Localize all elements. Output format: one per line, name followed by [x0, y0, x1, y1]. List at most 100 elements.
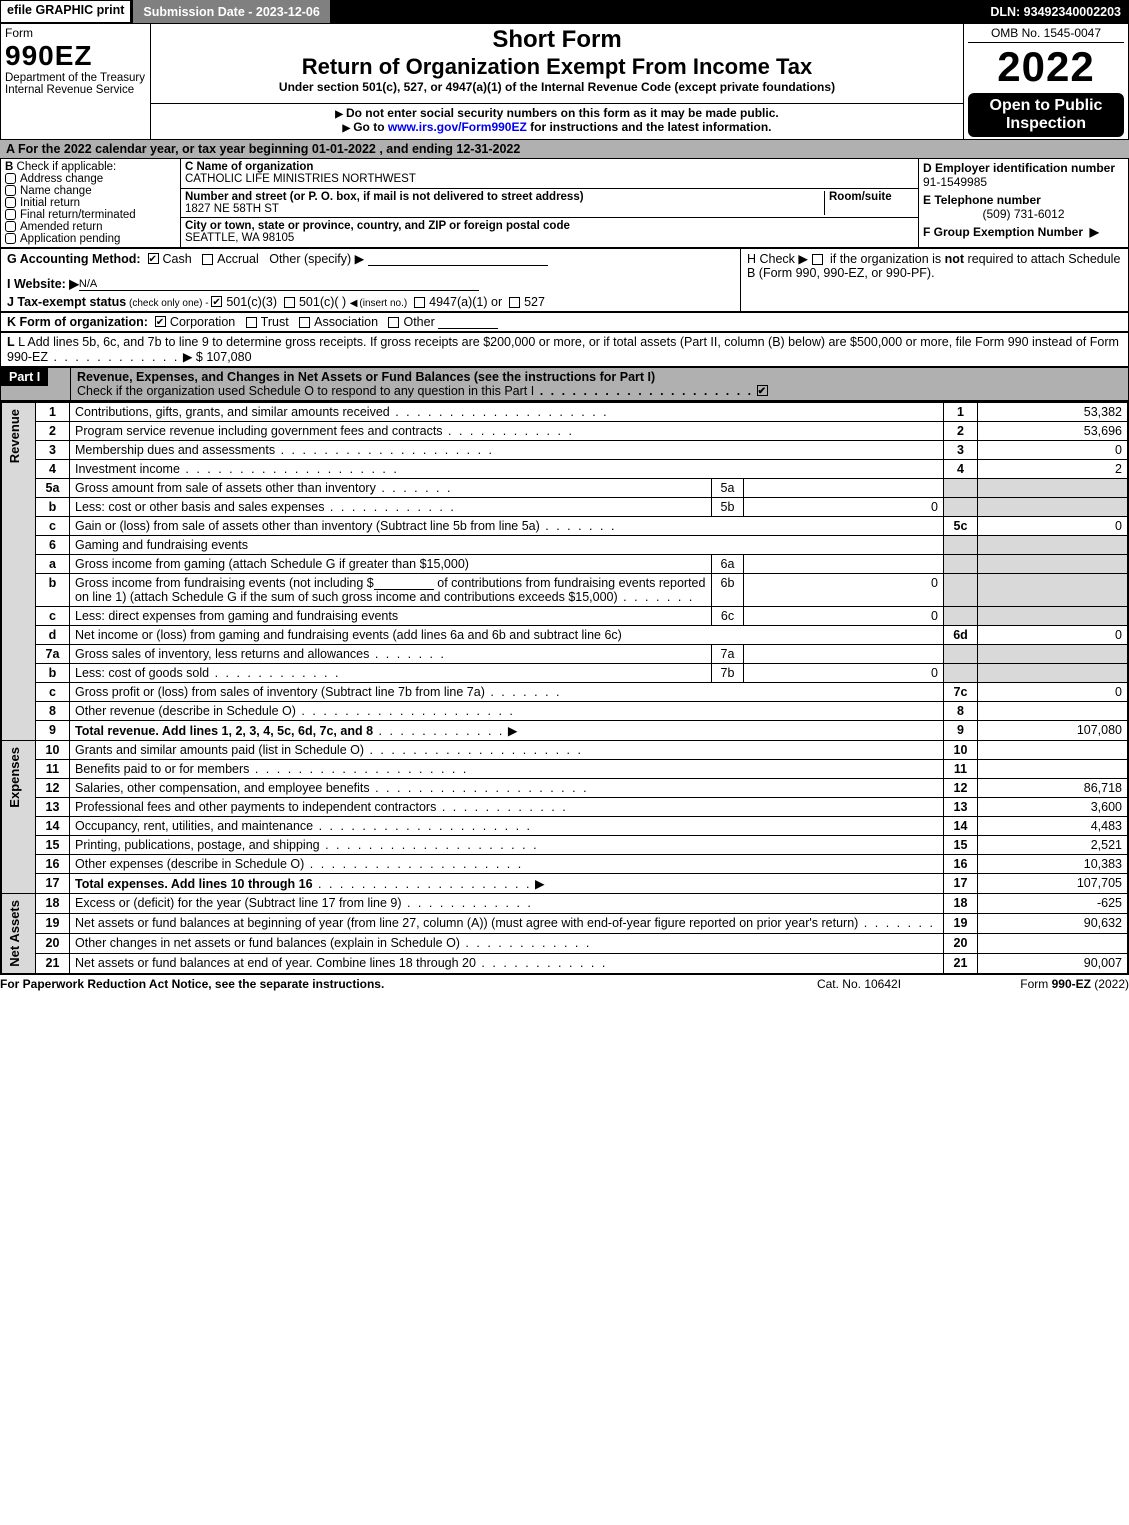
line-5a-no: 5a	[36, 479, 70, 498]
other-specify-input[interactable]	[368, 265, 548, 266]
line-6b-subval: 0	[744, 574, 944, 607]
line-9-amount: 107,080	[978, 721, 1128, 741]
line-12-desc: Salaries, other compensation, and employ…	[75, 781, 370, 795]
name-change-checkbox[interactable]	[5, 185, 16, 196]
line-17-desc: Total expenses. Add lines 10 through 16	[75, 877, 313, 891]
line-5a-desc: Gross amount from sale of assets other t…	[75, 481, 376, 495]
trust-checkbox[interactable]	[246, 317, 257, 328]
line-6d-desc: Net income or (loss) from gaming and fun…	[75, 628, 622, 642]
final-return-checkbox[interactable]	[5, 209, 16, 220]
line-6b-sub: 6b	[712, 574, 744, 607]
other-org-checkbox[interactable]	[388, 317, 399, 328]
line-9-no: 9	[36, 721, 70, 741]
line-17-amount: 107,705	[978, 874, 1128, 894]
ssn-warning: Do not enter social security numbers on …	[155, 106, 959, 120]
website-value: N/A	[79, 278, 97, 290]
line-19-amount: 90,632	[978, 913, 1128, 933]
corporation-checkbox[interactable]	[155, 316, 166, 327]
line-17-no: 17	[36, 874, 70, 894]
row-a-tax-year: A For the 2022 calendar year, or tax yea…	[0, 140, 1129, 158]
line-10-ref: 10	[944, 741, 978, 760]
line-8-ref: 8	[944, 702, 978, 721]
line-9-desc: Total revenue. Add lines 1, 2, 3, 4, 5c,…	[75, 724, 373, 738]
line-7c-ref: 7c	[944, 683, 978, 702]
line-10-no: 10	[36, 741, 70, 760]
line-20-no: 20	[36, 933, 70, 953]
line-16-ref: 16	[944, 855, 978, 874]
line-10-desc: Grants and similar amounts paid (list in…	[75, 743, 364, 757]
line-4-no: 4	[36, 460, 70, 479]
ein-label: D Employer identification number	[923, 161, 1124, 175]
revenue-section-label: Revenue	[7, 405, 22, 467]
4947a1-checkbox[interactable]	[414, 297, 425, 308]
line-5c-desc: Gain or (loss) from sale of assets other…	[75, 519, 540, 533]
501c-label: 501(c)( )	[299, 295, 346, 309]
line-11-no: 11	[36, 760, 70, 779]
accrual-checkbox[interactable]	[202, 254, 213, 265]
line-6c-subval: 0	[744, 607, 944, 626]
city-label: City or town, state or province, country…	[185, 220, 914, 232]
form-word: Form	[5, 26, 146, 40]
part-i-subtitle: Check if the organization used Schedule …	[77, 384, 534, 398]
line-5c-amount: 0	[978, 517, 1128, 536]
return-title: Return of Organization Exempt From Incom…	[155, 54, 959, 80]
cash-checkbox[interactable]	[148, 253, 159, 264]
accrual-label: Accrual	[217, 252, 259, 266]
org-name-value: CATHOLIC LIFE MINISTRIES NORTHWEST	[185, 173, 914, 185]
line-6c-no: c	[36, 607, 70, 626]
line-6b-desc: Gross income from fundraising events (no…	[75, 576, 705, 604]
line-13-no: 13	[36, 798, 70, 817]
line-7a-no: 7a	[36, 645, 70, 664]
line-7b-subval: 0	[744, 664, 944, 683]
address-change-checkbox[interactable]	[5, 173, 16, 184]
line-11-amount	[978, 760, 1128, 779]
501c3-label: 501(c)(3)	[226, 295, 277, 309]
501c-checkbox[interactable]	[284, 297, 295, 308]
line-17-ref: 17	[944, 874, 978, 894]
application-pending-label: Application pending	[20, 233, 120, 245]
527-checkbox[interactable]	[509, 297, 520, 308]
line-4-ref: 4	[944, 460, 978, 479]
dln-label: DLN: 93492340002203	[982, 0, 1129, 23]
line-13-desc: Professional fees and other payments to …	[75, 800, 436, 814]
line-2-amount: 53,696	[978, 422, 1128, 441]
schedule-b-checkbox[interactable]	[812, 254, 823, 265]
line-5a-subval	[744, 479, 944, 498]
org-name-label: C Name of organization	[185, 161, 914, 173]
line-5b-no: b	[36, 498, 70, 517]
initial-return-label: Initial return	[20, 197, 80, 209]
line-7b-sub: 7b	[712, 664, 744, 683]
irs-link[interactable]: www.irs.gov/Form990EZ	[388, 120, 527, 134]
line-2-no: 2	[36, 422, 70, 441]
line-14-amount: 4,483	[978, 817, 1128, 836]
check-if-applicable: Check if applicable:	[17, 161, 117, 173]
association-label: Association	[314, 315, 378, 329]
short-form-title: Short Form	[155, 26, 959, 54]
application-pending-checkbox[interactable]	[5, 233, 16, 244]
line-8-amount	[978, 702, 1128, 721]
501c3-checkbox[interactable]	[211, 296, 222, 307]
address-change-label: Address change	[20, 173, 103, 185]
group-exemption-label: F Group Exemption Number ▶	[923, 225, 1124, 239]
initial-return-checkbox[interactable]	[5, 197, 16, 208]
part-i-label: Part I	[1, 368, 48, 386]
line-7c-amount: 0	[978, 683, 1128, 702]
line-14-desc: Occupancy, rent, utilities, and maintena…	[75, 819, 313, 833]
efile-print-label[interactable]: efile GRAPHIC print	[0, 0, 131, 23]
line-7a-sub: 7a	[712, 645, 744, 664]
line-12-no: 12	[36, 779, 70, 798]
line-11-desc: Benefits paid to or for members	[75, 762, 249, 776]
catalog-number: Cat. No. 10642I	[769, 977, 949, 991]
final-return-label: Final return/terminated	[20, 209, 136, 221]
ein-value: 91-1549985	[923, 175, 1124, 189]
other-org-input[interactable]	[438, 328, 498, 329]
line-7a-subval	[744, 645, 944, 664]
telephone-label: E Telephone number	[923, 193, 1124, 207]
cash-label: Cash	[163, 252, 192, 266]
part-i-lines: Revenue 1 Contributions, gifts, grants, …	[0, 401, 1129, 975]
association-checkbox[interactable]	[299, 317, 310, 328]
line-3-no: 3	[36, 441, 70, 460]
submission-date-button[interactable]: Submission Date - 2023-12-06	[131, 0, 331, 23]
amended-return-checkbox[interactable]	[5, 221, 16, 232]
schedule-o-checkbox[interactable]	[757, 385, 768, 396]
